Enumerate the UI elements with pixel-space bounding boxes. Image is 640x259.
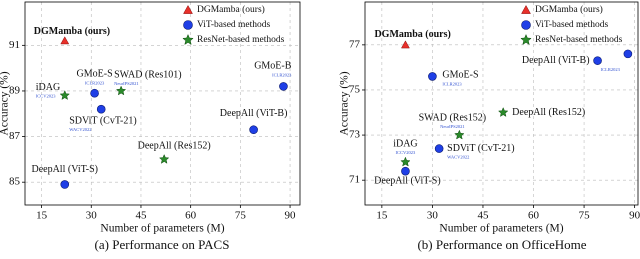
point-label: DeepAll (Res152) [138, 141, 211, 152]
star-marker [454, 129, 465, 140]
circle-marker [434, 144, 444, 153]
legend-marker [520, 33, 532, 45]
star-marker [115, 85, 127, 96]
legend-label: ViT-based methods [535, 20, 609, 30]
chart-panel: 85 87 89 91 15 30 45 60 75 90 Number of parameters… [0, 1, 301, 252]
point-label: iDAG [393, 138, 417, 149]
y-tick-label: 73 [349, 129, 361, 141]
point-label: SWAD (Res101) [114, 69, 182, 80]
x-tick-label: 45 [135, 210, 147, 222]
point-label: DeepAll (ViT-B) [220, 108, 288, 119]
star-marker [59, 90, 70, 100]
point-label: iDAG [36, 82, 60, 93]
point-label: DeepAll (ViT-B) [522, 55, 590, 66]
x-tick-label: 60 [528, 210, 540, 222]
circle-marker [428, 72, 437, 81]
x-tick-label: 75 [579, 210, 591, 222]
x-axis-label: Number of parameters (M) [439, 223, 563, 235]
circle-marker [96, 104, 106, 114]
x-tick-label: 30 [86, 210, 98, 222]
y-axis-label: Accuracy (%) [339, 71, 351, 135]
x-axis-label: Number of parameters (M) [100, 223, 224, 235]
y-tick-label: 85 [9, 176, 21, 188]
point-label: DeepAll (ViT-S) [31, 164, 98, 175]
point-label: SDViT (CvT-21) [447, 143, 514, 154]
y-tick-label: 77 [349, 38, 361, 50]
legend-marker [521, 20, 531, 30]
point-label: SDViT (CvT-21) [69, 115, 136, 126]
y-tick-label: 89 [9, 84, 21, 96]
y-tick-label: 71 [349, 174, 360, 186]
venue-label: WACV2022 [69, 127, 91, 132]
legend-label: ResNet-based methods [535, 35, 623, 45]
point-label: DeepAll (Res152) [512, 107, 585, 118]
x-tick-label: 45 [477, 210, 489, 222]
point-label: GMoE-B [254, 61, 292, 72]
circle-marker [60, 180, 70, 189]
venue-label: ICCV2023 [36, 94, 57, 99]
legend-marker [521, 4, 531, 14]
venue-label: WACV2022 [447, 155, 469, 160]
x-tick-label: 15 [376, 210, 388, 222]
legend-label: ResNet-based methods [197, 35, 285, 45]
caption: (a) Performance on PACS [95, 237, 230, 252]
circle-marker [90, 88, 99, 98]
venue-label: NeurIPS2021 [440, 124, 465, 129]
y-tick-label: 87 [9, 130, 21, 142]
point-label: GMoE-S [77, 69, 113, 80]
x-tick-label: 60 [185, 210, 197, 222]
x-tick-label: 30 [427, 210, 439, 222]
triangle-marker [60, 36, 70, 45]
point-label: SWAD (Res152) [419, 112, 487, 123]
star-marker [497, 107, 509, 117]
point-label: DGMamba (ours) [374, 29, 450, 40]
venue-label: ICLR2023 [601, 67, 621, 72]
caption: (b) Performance on OfficeHome [417, 237, 586, 252]
venue-label: ICLR2023 [85, 80, 105, 85]
point-label: GMoE-S [442, 70, 478, 81]
circle-marker [249, 125, 258, 135]
point-label: DeepAll (ViT-S) [374, 175, 441, 186]
circle-marker [401, 166, 410, 176]
y-axis-label: Accuracy (%) [0, 71, 11, 135]
y-tick-label: 91 [9, 39, 20, 51]
legend-marker [183, 4, 193, 14]
venue-label: ICCV2023 [396, 150, 417, 155]
legend-label: DGMamba (ours) [535, 4, 603, 15]
venue-label: NeurIPS2021 [114, 81, 139, 86]
point-label: DGMamba (ours) [34, 26, 110, 37]
x-tick-label: 15 [36, 210, 48, 222]
star-marker [158, 153, 170, 164]
triangle-marker [401, 40, 410, 49]
venue-label: ICLR2023 [442, 81, 462, 86]
circle-marker [623, 49, 633, 59]
star-marker [400, 156, 411, 167]
x-tick-label: 75 [235, 210, 247, 222]
plot-frame [364, 1, 639, 206]
x-tick-label: 90 [285, 210, 297, 222]
legend-marker [182, 33, 194, 45]
venue-label: ICLR2023 [272, 72, 292, 77]
circle-marker [279, 82, 288, 91]
x-tick-label: 90 [629, 210, 640, 222]
legend-label: ViT-based methods [197, 20, 271, 30]
y-tick-label: 75 [349, 83, 361, 95]
plot-frame [24, 1, 301, 206]
legend-marker [183, 20, 193, 30]
legend-label: DGMamba (ours) [197, 4, 265, 15]
circle-marker [593, 56, 602, 65]
chart-panel: 71 73 75 77 15 30 45 60 75 90 Number of parameters… [339, 1, 640, 252]
